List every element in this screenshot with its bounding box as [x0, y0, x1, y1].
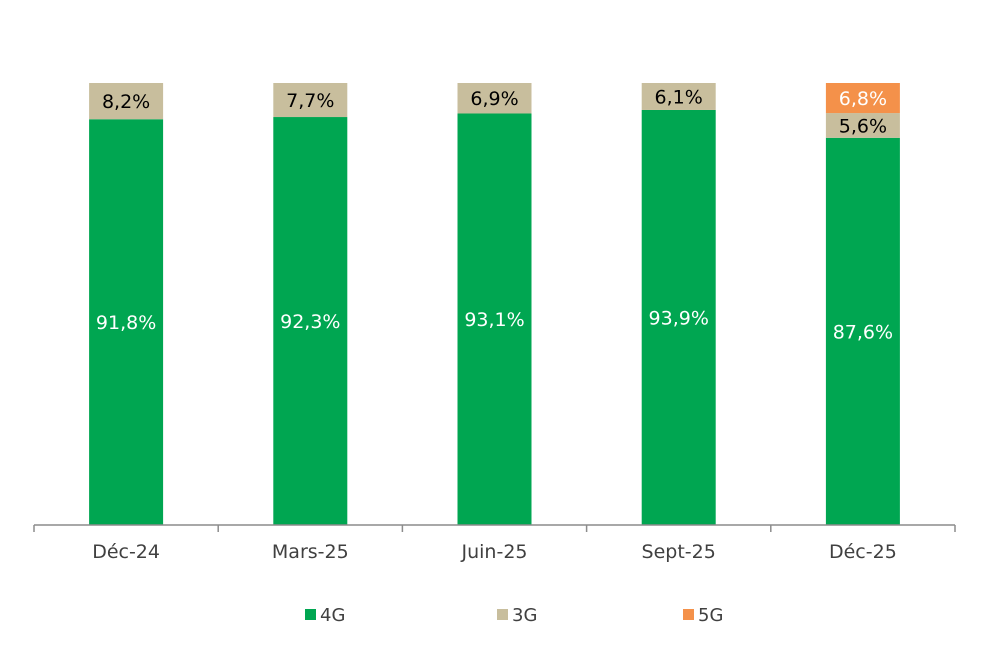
legend-swatch-5g — [683, 609, 694, 620]
bar-3g-mars-25 — [273, 83, 348, 118]
data-label-4g-dec-25: 87,6% — [833, 321, 893, 343]
x-tick-label-dec-24: Déc-24 — [92, 541, 160, 563]
legend: 4G 3G 5G — [305, 605, 723, 626]
x-tick-label-juin-25: Juin-25 — [461, 541, 528, 563]
bar-5g-dec-25 — [825, 83, 900, 114]
bar-3g-sept-25 — [641, 83, 716, 110]
bar-3g-dec-25 — [825, 113, 900, 138]
legend-swatch-3g — [497, 609, 508, 620]
legend-label-4g: 4G — [320, 605, 345, 626]
bar-4g-dec-25 — [825, 137, 900, 526]
data-label-4g-sept-25: 93,9% — [649, 307, 709, 329]
bars-group: 91,8% 8,2% 92,3% 7,7% 93,1% 6,9% 93,9% 6,1% 87,6… — [89, 83, 900, 526]
data-label-4g-dec-24: 91,8% — [96, 312, 156, 334]
bar-3g-juin-25 — [457, 83, 532, 114]
bar-3g-dec-24 — [89, 83, 164, 120]
bar-4g-mars-25 — [273, 117, 348, 525]
bar-4g-juin-25 — [457, 113, 532, 526]
x-tick-label-sept-25: Sept-25 — [642, 541, 716, 563]
x-tick-label-dec-25: Déc-25 — [829, 541, 897, 563]
data-label-4g-mars-25: 92,3% — [280, 311, 340, 333]
data-label-3g-dec-24: 8,2% — [102, 91, 150, 113]
x-tick-label-mars-25: Mars-25 — [272, 541, 349, 563]
data-label-5g-dec-25: 6,8% — [839, 88, 887, 110]
x-axis: Déc-24 Mars-25 Juin-25 Sept-25 Déc-25 — [33, 524, 956, 563]
bar-4g-sept-25 — [641, 109, 716, 525]
data-label-3g-sept-25: 6,1% — [655, 86, 703, 108]
legend-label-5g: 5G — [698, 605, 723, 626]
data-label-4g-juin-25: 93,1% — [464, 309, 524, 331]
legend-swatch-4g — [305, 609, 316, 620]
data-label-3g-dec-25: 5,6% — [839, 115, 887, 137]
legend-label-3g: 3G — [512, 605, 537, 626]
data-label-3g-juin-25: 6,9% — [470, 88, 518, 110]
data-label-3g-mars-25: 7,7% — [286, 90, 334, 112]
bar-4g-dec-24 — [89, 119, 164, 525]
